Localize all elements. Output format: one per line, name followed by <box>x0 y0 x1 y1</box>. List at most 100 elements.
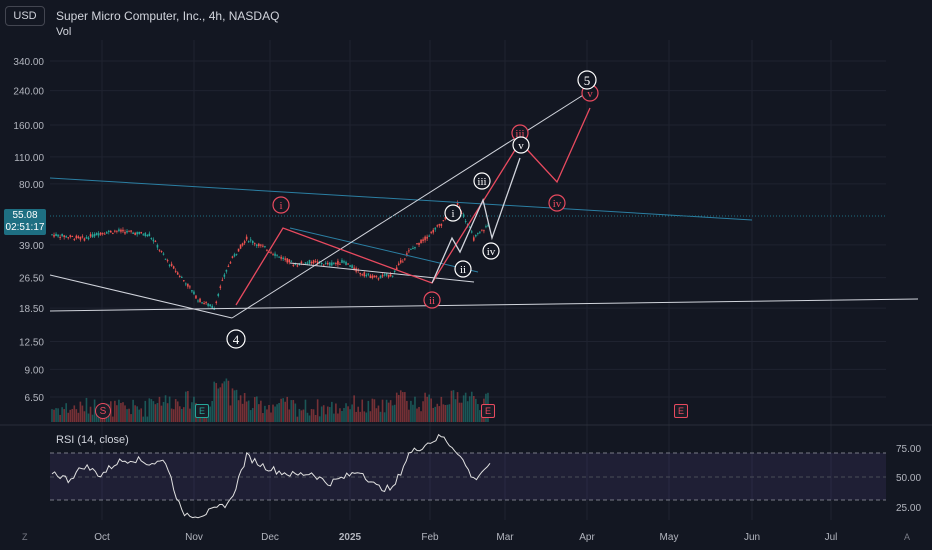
candle-body <box>128 230 130 232</box>
volume-bar <box>470 391 473 422</box>
currency-button[interactable]: USD <box>5 6 45 26</box>
volume-bar <box>79 401 82 422</box>
time-tick-label: Jun <box>744 532 760 543</box>
volume-bar <box>312 409 315 422</box>
blue-trendline-wedge-top[interactable] <box>289 227 479 273</box>
volume-bar <box>112 416 114 422</box>
volume-bar <box>418 406 420 422</box>
candle-body <box>377 278 380 280</box>
time-tick-label: Dec <box>261 532 279 543</box>
candle-body <box>479 231 481 233</box>
volume-bar <box>298 408 301 422</box>
volume-label[interactable]: Vol <box>56 26 72 38</box>
rsi-legend[interactable]: RSI (14, close) <box>56 434 129 446</box>
volume-bar <box>343 407 345 422</box>
volume-bar <box>406 400 408 422</box>
volume-bar <box>53 409 55 422</box>
candle-body <box>59 236 61 238</box>
volume-bar <box>383 412 386 422</box>
candle-body <box>485 226 487 228</box>
volume-bar <box>229 405 232 422</box>
volume-bar <box>120 402 122 422</box>
volume-bar <box>193 396 195 422</box>
candle-body <box>272 254 274 256</box>
volume-bar <box>176 401 179 422</box>
candle-body <box>306 262 309 264</box>
volume-bar <box>456 392 459 422</box>
time-tick-label: Nov <box>185 532 203 543</box>
auto-scale-button[interactable]: A <box>904 532 911 542</box>
candle-body <box>387 274 390 278</box>
candle-body <box>71 235 74 237</box>
candle-body <box>440 223 443 226</box>
white-wedge-bottom[interactable] <box>289 262 475 283</box>
candle-body <box>304 262 307 264</box>
candle-body <box>231 256 234 258</box>
volume-bar <box>223 381 226 422</box>
volume-bar <box>341 410 343 422</box>
candle-body <box>81 236 84 238</box>
volume-bar <box>320 406 323 422</box>
red-wave-iii-text: iii <box>515 128 524 140</box>
volume-bar <box>472 395 475 422</box>
candle-body <box>249 239 252 241</box>
candle-body <box>402 261 404 263</box>
white-wave-4-icon: 4 <box>226 329 246 349</box>
candle-body <box>483 230 485 232</box>
earnings-marker-nov[interactable]: E <box>195 404 209 418</box>
candle-body <box>406 253 408 255</box>
volume-bar <box>172 409 175 422</box>
candle-body <box>217 293 220 296</box>
candle-body <box>134 232 136 235</box>
price-axis[interactable]: 340.00 240.00 160.00 110.00 80.00 39.00 26.50 1… <box>13 57 44 404</box>
white-channel-line[interactable] <box>49 274 233 319</box>
rsi-axis[interactable]: 75.00 50.00 25.00 <box>896 444 921 514</box>
candle-body <box>77 236 80 239</box>
last-price-value: 55.08 <box>12 210 38 221</box>
price-tick-label: 26.50 <box>19 274 44 285</box>
volume-bar <box>144 400 147 422</box>
volume-bar <box>347 406 349 422</box>
volume-bar <box>75 409 78 422</box>
candle-body <box>270 252 272 254</box>
candle-body <box>154 241 157 243</box>
volume-bar <box>351 404 353 422</box>
earnings-marker-feb[interactable]: E <box>481 404 495 418</box>
volume-bar <box>73 405 76 422</box>
white-wave-i-icon: i <box>444 204 462 222</box>
earnings-marker-upcoming[interactable]: E <box>674 404 688 418</box>
volume-bar <box>282 398 284 422</box>
volume-bar <box>402 392 404 422</box>
blue-trendline-upper[interactable] <box>49 177 753 221</box>
volume-bar <box>276 404 278 422</box>
price-tick-label: 340.00 <box>13 57 44 68</box>
candle-body <box>470 231 473 233</box>
candle-body <box>477 232 479 234</box>
volume-bar <box>430 398 432 422</box>
time-axis[interactable]: Oct Nov Dec 2025 Feb Mar Apr May Jun Jul <box>94 532 837 543</box>
volume-bar <box>160 405 163 422</box>
candle-body <box>324 262 327 264</box>
rsi-tick-label: 75.00 <box>896 444 921 455</box>
price-tick-label: 160.00 <box>13 121 44 132</box>
volume-bar <box>215 383 218 422</box>
split-marker[interactable]: S <box>95 403 111 419</box>
white-wave-path[interactable] <box>431 157 521 284</box>
candle-body <box>308 260 311 264</box>
volume-bar <box>452 390 455 422</box>
volume-bar <box>225 378 228 422</box>
volume-bar <box>475 398 477 422</box>
volume-bar <box>213 381 216 422</box>
candle-body <box>95 232 98 236</box>
candle-body <box>472 237 475 241</box>
red-wave-path[interactable] <box>235 107 591 306</box>
volume-bar <box>233 390 236 422</box>
volume-bar <box>359 411 362 422</box>
white-impulse-line[interactable] <box>231 91 589 319</box>
volume-bar <box>243 393 246 422</box>
volume-bar <box>180 408 183 422</box>
rsi-line <box>51 433 491 519</box>
volume-bar <box>93 399 96 422</box>
timezone-button[interactable]: Z <box>22 532 28 542</box>
